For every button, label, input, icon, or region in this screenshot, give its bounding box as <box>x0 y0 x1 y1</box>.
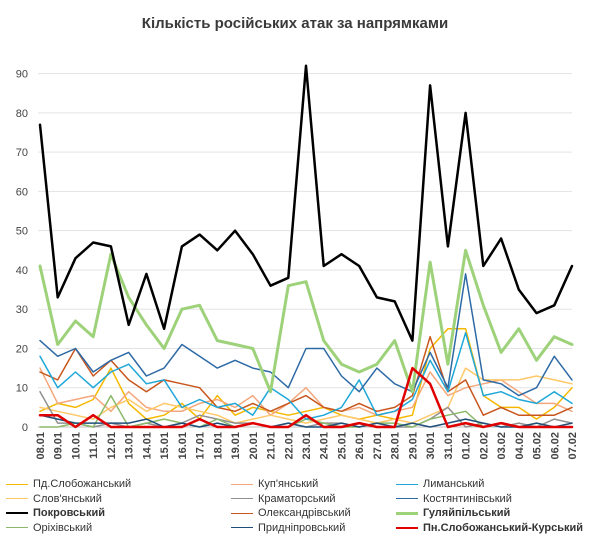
x-tick-label: 31.01 <box>443 432 455 460</box>
legend-swatch <box>6 527 28 528</box>
series-line <box>38 248 574 394</box>
legend-label: Оріхівський <box>33 521 93 534</box>
legend-swatch <box>231 512 253 514</box>
x-tick-label: 11.01 <box>88 432 100 459</box>
legend-swatch <box>396 483 418 485</box>
y-tick-label: 60 <box>16 186 28 198</box>
y-tick-label: 50 <box>16 226 28 238</box>
legend-label: Краматорський <box>258 492 336 505</box>
x-tick-label: 01.02 <box>461 432 473 460</box>
series-line <box>39 328 573 420</box>
x-tick-label: 20.01 <box>248 432 260 460</box>
legend-label: Покровський <box>33 507 105 519</box>
y-axis-ticks: 0 10 20 30 40 50 60 70 80 90 <box>16 69 28 434</box>
legend-item: Гуляйпільський <box>396 507 510 519</box>
legend-item: Пн.Слобожанський-Курський <box>396 522 583 534</box>
x-tick-label: 26.01 <box>354 432 366 460</box>
x-tick-label: 23.01 <box>301 432 313 460</box>
legend-label: Куп'янський <box>258 478 319 490</box>
x-tick-label: 08.01 <box>35 432 47 460</box>
y-tick-label: 40 <box>16 265 28 277</box>
x-tick-label: 30.01 <box>425 432 437 460</box>
x-tick-label: 29.01 <box>407 432 419 460</box>
legend-item: Придніпровський <box>231 522 345 534</box>
legend-item: Лиманський <box>396 478 484 490</box>
x-tick-label: 18.01 <box>212 432 224 460</box>
x-tick-label: 02.02 <box>478 432 490 460</box>
legend-swatch <box>231 498 253 499</box>
legend-label: Пд.Слобожанський <box>33 478 132 490</box>
series-line <box>38 366 574 429</box>
x-tick-label: 05.02 <box>532 432 544 460</box>
legend-item: Костянтинівський <box>396 493 512 505</box>
x-tick-label: 15.01 <box>159 432 171 460</box>
x-tick-label: 09.01 <box>53 432 65 460</box>
x-tick-label: 16.01 <box>177 432 189 460</box>
x-tick-label: 22.01 <box>283 432 295 460</box>
legend-item: Пд.Слобожанський <box>6 478 131 490</box>
y-tick-label: 0 <box>22 422 28 434</box>
legend-item: Покровський <box>6 507 105 519</box>
legend-label: Придніпровський <box>258 521 346 534</box>
x-tick-label: 28.01 <box>390 432 402 460</box>
series-line <box>39 367 573 416</box>
y-tick-label: 30 <box>16 304 28 316</box>
legend-swatch <box>396 526 418 529</box>
legend-swatch <box>396 498 418 499</box>
x-tick-label: 04.02 <box>514 432 526 460</box>
series-line <box>39 332 573 420</box>
series-line <box>39 335 573 416</box>
y-tick-label: 70 <box>16 147 28 159</box>
legend-swatch <box>6 498 28 499</box>
legend-swatch <box>6 483 28 485</box>
x-tick-label: 10.01 <box>70 432 82 460</box>
legend-item: Куп'янський <box>231 478 318 490</box>
legend-label: Костянтинівський <box>423 492 512 505</box>
legend-item: Слов'янський <box>6 493 102 505</box>
x-tick-label: 19.01 <box>230 432 242 460</box>
x-axis-ticks: 08.01 09.01 10.01 11.01 12.01 13.01 14.01 15.01… <box>35 432 579 460</box>
x-tick-label: 27.01 <box>372 432 384 460</box>
y-tick-label: 20 <box>16 343 28 355</box>
legend-label: Гуляйпільський <box>423 507 511 519</box>
legend-label: Лиманський <box>423 478 485 490</box>
series-line <box>38 64 574 342</box>
legend-label: Олександрівський <box>258 507 351 519</box>
legend-item: Олександрівський <box>231 507 351 519</box>
legend-swatch <box>231 483 253 485</box>
legend-item: Краматорський <box>231 493 336 505</box>
x-tick-label: 03.02 <box>496 432 508 460</box>
x-tick-label: 07.02 <box>567 432 579 460</box>
x-tick-label: 24.01 <box>319 432 331 460</box>
x-tick-label: 25.01 <box>336 432 348 460</box>
chart-title: Кількість російських атак за напрямками <box>142 15 448 32</box>
legend-label: Слов'янський <box>33 492 102 505</box>
x-tick-label: 06.02 <box>549 432 561 460</box>
legend-swatch <box>6 512 28 514</box>
series-line <box>39 414 573 428</box>
x-tick-label: 12.01 <box>106 432 118 460</box>
legend-item: Оріхівський <box>6 522 92 534</box>
series-line <box>39 273 573 397</box>
series-lines <box>38 64 574 429</box>
x-tick-label: 17.01 <box>195 432 207 460</box>
y-tick-label: 80 <box>16 108 28 120</box>
x-tick-label: 13.01 <box>124 432 136 460</box>
legend-swatch <box>231 527 253 528</box>
grid-lines <box>38 73 572 428</box>
y-tick-label: 10 <box>16 383 28 395</box>
y-tick-label: 90 <box>16 69 28 81</box>
x-tick-label: 21.01 <box>266 432 278 460</box>
legend-label: Пн.Слобожанський-Курський <box>423 521 584 534</box>
legend-swatch <box>396 511 418 515</box>
x-tick-label: 14.01 <box>141 432 153 460</box>
series-line <box>39 390 573 428</box>
